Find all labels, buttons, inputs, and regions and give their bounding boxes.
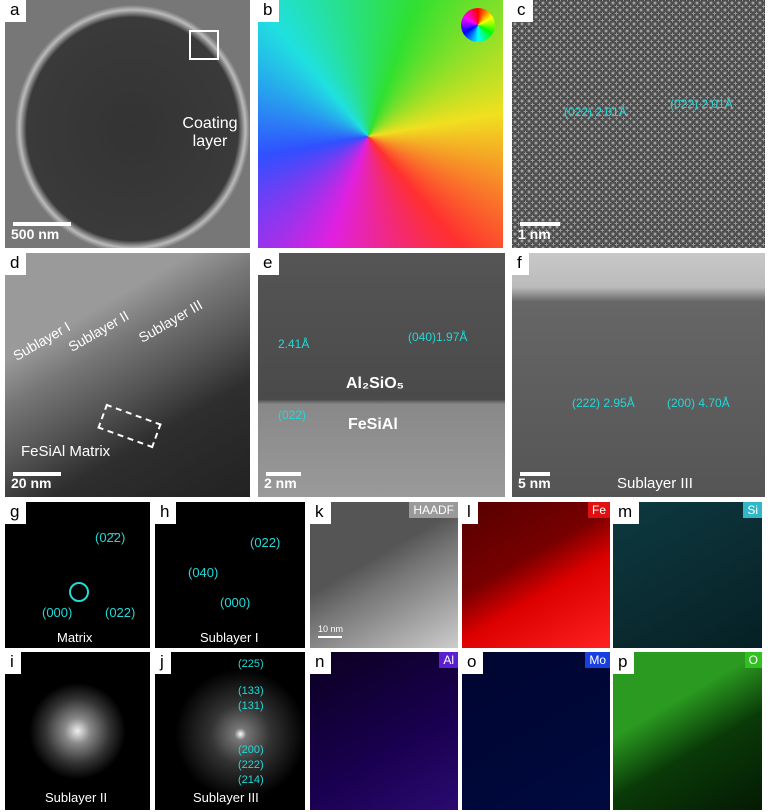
panel-label: b <box>258 0 280 22</box>
panel-h: h (022) (040) (000) Sublayer I <box>155 502 305 648</box>
panel-i: i Sublayer II <box>5 652 150 810</box>
caption: Sublayer II <box>45 790 108 805</box>
panel-label: g <box>5 502 27 524</box>
scale-bar <box>520 222 560 226</box>
spacing-2: (200) 4.70Å <box>667 396 730 410</box>
inset-box <box>189 30 219 60</box>
map-tag: Al <box>439 652 458 668</box>
panel-label: l <box>462 502 478 524</box>
spot-label-1: (02̄2) <box>95 530 126 545</box>
panel-label: c <box>512 0 533 22</box>
phase-al2sio5: Al₂SiO₅ <box>346 375 405 392</box>
ring-label: (222) <box>238 759 264 771</box>
panel-label: k <box>310 502 331 524</box>
map-tag: O <box>744 652 762 668</box>
map-tag: Fe <box>587 502 610 518</box>
panel-label: e <box>258 253 280 275</box>
panel-l: l Fe <box>462 502 610 648</box>
color-wheel-icon <box>461 8 495 42</box>
spacing-2: (040)1.97Å <box>408 330 468 344</box>
panel-label: p <box>613 652 635 674</box>
panel-a: a Coating layer 500 nm <box>5 0 250 248</box>
panel-o: o Mo <box>462 652 610 810</box>
ring-label: (214) <box>238 774 264 786</box>
panel-label: j <box>155 652 171 674</box>
panel-d: d Sublayer I Sublayer II Sublayer III Fe… <box>5 253 250 497</box>
panel-label: o <box>462 652 484 674</box>
panel-n: n Al <box>310 652 458 810</box>
spacing-1: (022) <box>278 408 307 422</box>
spot-label-3: (000) <box>220 595 251 610</box>
caption: Sublayer III <box>617 475 693 492</box>
panel-label: d <box>5 253 27 275</box>
panel-b: b <box>258 0 503 248</box>
sublayer-3-label: Sublayer III <box>135 296 206 346</box>
ring-label: (225) <box>238 658 264 670</box>
spot-label-2: (000) <box>42 605 73 620</box>
spacing-1: (222) 2.95Å <box>572 396 635 410</box>
panel-label: a <box>5 0 27 22</box>
spot-label-3: (022) <box>105 605 136 620</box>
scale-label: 20 nm <box>11 475 52 491</box>
sublayer-1-label: Sublayer I <box>10 318 73 364</box>
matrix-label: FeSiAl Matrix <box>21 443 111 460</box>
scale-label: 10 nm <box>318 624 344 634</box>
panel-label: f <box>512 253 529 275</box>
map-tag: Mo <box>585 652 610 668</box>
spacing-2: (0̄22) 2.01Å <box>670 97 733 111</box>
caption: Sublayer I <box>200 630 259 645</box>
panel-label: h <box>155 502 177 524</box>
scale-label: 500 nm <box>11 226 60 242</box>
scale-label: 5 nm <box>518 475 551 491</box>
spacing-1b: 2.41Å <box>278 337 310 351</box>
ring-label: (200) <box>238 744 264 756</box>
scale-label: 1 nm <box>518 226 551 242</box>
caption: Matrix <box>57 630 93 645</box>
panel-p: p O <box>613 652 762 810</box>
panel-g: g (02̄2) (000) (022) Matrix <box>5 502 150 648</box>
scale-label: 2 nm <box>264 475 297 491</box>
panel-j: j (225) (133) (131) (200) (222) (214) Su… <box>155 652 305 810</box>
panel-m: m Si <box>613 502 762 648</box>
scale-bar <box>520 472 550 476</box>
spot-label-2: (040) <box>188 565 219 580</box>
scale-bar <box>266 472 301 476</box>
panel-label: n <box>310 652 332 674</box>
panel-label: i <box>5 652 21 674</box>
scale-bar <box>318 636 342 638</box>
spot-ring <box>69 582 89 602</box>
sublayer-2-label: Sublayer II <box>65 307 132 355</box>
panel-k: k HAADF 10 nm <box>310 502 458 648</box>
map-tag: HAADF <box>409 502 458 518</box>
panel-c: c (022) 2.01Å (0̄22) 2.01Å 1 nm <box>512 0 765 248</box>
dashed-box <box>97 403 162 449</box>
caption: Sublayer III <box>193 790 259 805</box>
ring-label: (133) <box>238 685 264 697</box>
scale-bar <box>13 472 61 476</box>
ring-label: (131) <box>238 700 264 712</box>
phase-fesial: FeSiAl <box>348 416 398 433</box>
spacing-1: (022) 2.01Å <box>564 105 627 119</box>
panel-e: e (022) 2.41Å (040)1.97Å Al₂SiO₅ FeSiAl … <box>258 253 505 497</box>
map-tag: Si <box>743 502 762 518</box>
panel-label: m <box>613 502 640 524</box>
spot-label-1: (022) <box>250 535 281 550</box>
scale-bar <box>13 222 71 226</box>
coating-label: Coating layer <box>182 115 238 150</box>
panel-f: f (222) 2.95Å (200) 4.70Å Sublayer III 5… <box>512 253 765 497</box>
